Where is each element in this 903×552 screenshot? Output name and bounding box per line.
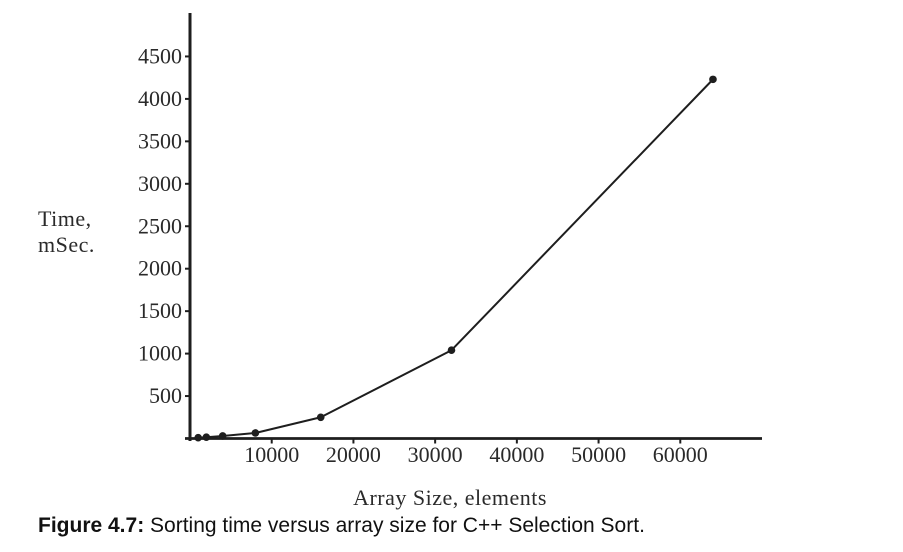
- y-tick-label: 1000: [138, 341, 182, 366]
- y-tick-label: 1500: [138, 298, 182, 323]
- y-tick-label: 4500: [138, 43, 182, 68]
- x-tick-label: 50000: [571, 442, 626, 467]
- data-point: [202, 433, 211, 442]
- figure-caption-text: Sorting time versus array size for C++ S…: [144, 514, 645, 537]
- y-axis-title-line2: mSec.: [38, 232, 95, 257]
- data-point: [218, 432, 227, 440]
- data-point: [194, 433, 202, 442]
- x-tick-label: 60000: [653, 442, 708, 467]
- data-point: [316, 413, 325, 422]
- y-axis-title: Time, mSec.: [38, 206, 95, 258]
- figure-caption: Figure 4.7: Sorting time versus array si…: [38, 514, 898, 538]
- x-tick-label: 30000: [408, 442, 463, 467]
- y-tick-label: 2000: [138, 256, 182, 281]
- y-tick-label: 4000: [138, 86, 182, 111]
- x-tick-label: 40000: [489, 442, 544, 467]
- y-tick-label: 3500: [138, 128, 182, 153]
- series-line: [197, 78, 714, 439]
- x-tick-label: 20000: [326, 442, 381, 467]
- y-tick-label: 500: [149, 383, 182, 408]
- data-point: [251, 429, 260, 437]
- data-point: [709, 75, 717, 84]
- y-tick-label: 2500: [138, 213, 182, 238]
- x-tick-label: 10000: [244, 442, 299, 467]
- y-axis-title-line1: Time,: [38, 206, 92, 231]
- figure-caption-label: Figure 4.7:: [38, 514, 145, 537]
- x-axis-title: Array Size, elements: [353, 485, 547, 510]
- data-point: [447, 346, 456, 355]
- y-tick-label: 3000: [138, 171, 182, 196]
